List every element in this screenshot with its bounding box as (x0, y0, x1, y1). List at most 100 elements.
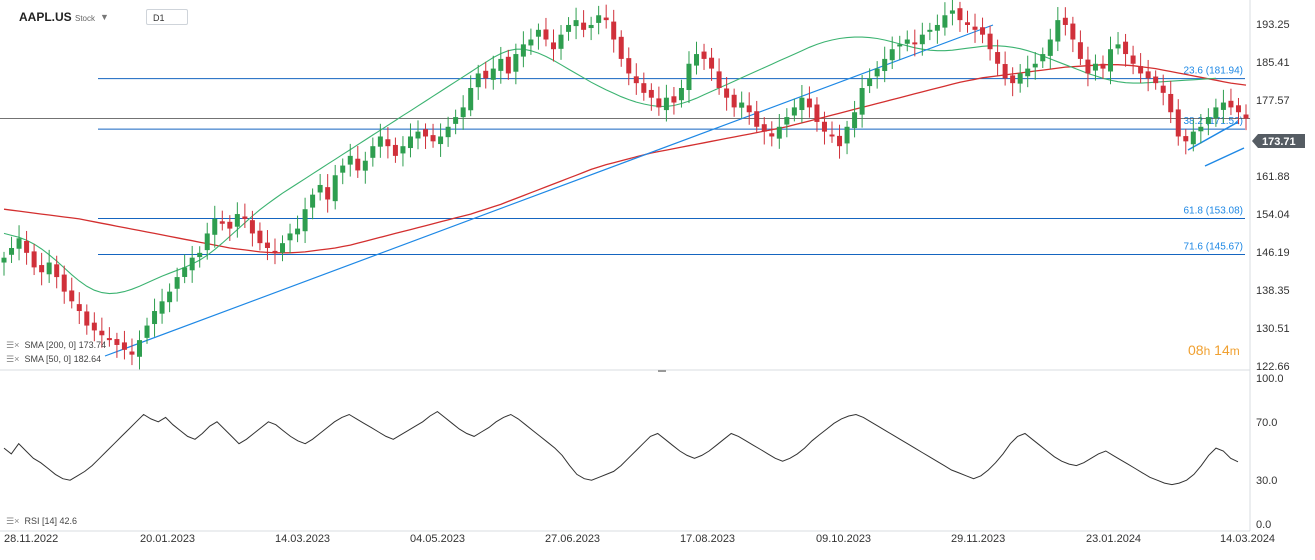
candle-body[interactable] (852, 112, 858, 129)
candle-body[interactable] (114, 339, 120, 345)
candle-body[interactable] (987, 33, 993, 50)
candle-body[interactable] (724, 88, 730, 98)
candle-body[interactable] (889, 49, 895, 61)
candle-body[interactable] (310, 194, 316, 208)
candle-body[interactable] (317, 184, 323, 193)
candle-body[interactable] (197, 252, 203, 258)
candle-body[interactable] (1168, 93, 1174, 113)
candle-body[interactable] (1190, 131, 1196, 145)
candle-body[interactable] (663, 97, 669, 111)
candle-body[interactable] (588, 24, 594, 29)
candle-body[interactable] (249, 220, 255, 234)
candle-body[interactable] (347, 155, 353, 165)
candle-body[interactable] (302, 209, 308, 232)
candle-body[interactable] (129, 351, 135, 355)
candle-body[interactable] (99, 330, 105, 336)
candle-body[interactable] (837, 135, 843, 147)
candle-body[interactable] (24, 240, 30, 253)
candle-body[interactable] (1010, 75, 1016, 84)
candle-body[interactable] (581, 22, 587, 30)
candle-body[interactable] (1040, 54, 1046, 62)
candle-body[interactable] (543, 29, 549, 40)
legend-rsi[interactable]: ☰× RSI [14] 42.6 (6, 516, 77, 527)
candle-body[interactable] (91, 322, 97, 331)
candle-body[interactable] (167, 291, 173, 303)
candle-body[interactable] (761, 124, 767, 132)
candle-body[interactable] (964, 22, 970, 25)
candle-body[interactable] (415, 131, 421, 139)
candle-body[interactable] (1, 257, 7, 263)
candle-body[interactable] (377, 136, 383, 147)
candle-body[interactable] (1153, 76, 1159, 84)
candle-body[interactable] (407, 136, 413, 149)
legend-sma50[interactable]: ☰× SMA [50, 0] 182.64 (6, 354, 101, 365)
candle-body[interactable] (791, 107, 797, 116)
candle-body[interactable] (573, 20, 579, 27)
candle-body[interactable] (76, 304, 82, 312)
candle-body[interactable] (505, 56, 511, 74)
candle-body[interactable] (1160, 85, 1166, 93)
candle-body[interactable] (874, 68, 880, 77)
candle-body[interactable] (490, 68, 496, 80)
candle-body[interactable] (957, 8, 963, 21)
candle-body[interactable] (1025, 68, 1031, 77)
candle-body[interactable] (392, 144, 398, 156)
candle-body[interactable] (949, 10, 955, 14)
candle-body[interactable] (814, 104, 820, 122)
candle-body[interactable] (694, 54, 700, 66)
candle-body[interactable] (754, 111, 760, 127)
candle-body[interactable] (468, 87, 474, 111)
candle-body[interactable] (844, 126, 850, 144)
candle-body[interactable] (152, 311, 158, 325)
candle-body[interactable] (934, 24, 940, 31)
candle-body[interactable] (701, 51, 707, 59)
candle-body[interactable] (513, 54, 519, 72)
candle-body[interactable] (897, 44, 903, 47)
candle-body[interactable] (272, 250, 278, 253)
candle-body[interactable] (483, 70, 489, 79)
symbol-label[interactable]: AAPL.US (19, 10, 72, 24)
candle-body[interactable] (1092, 63, 1098, 71)
candle-body[interactable] (528, 39, 534, 46)
candle-body[interactable] (641, 83, 647, 93)
candle-body[interactable] (264, 242, 270, 248)
candle-body[interactable] (61, 274, 67, 292)
candle-body[interactable] (445, 126, 451, 138)
candle-body[interactable] (340, 165, 346, 173)
candle-body[interactable] (904, 39, 910, 44)
candle-body[interactable] (144, 325, 150, 338)
candle-body[interactable] (204, 233, 210, 251)
candle-body[interactable] (603, 17, 609, 21)
candle-body[interactable] (219, 221, 225, 224)
candle-body[interactable] (1055, 20, 1061, 42)
candle-body[interactable] (189, 257, 195, 271)
candle-body[interactable] (1175, 109, 1181, 137)
candle-body[interactable] (159, 301, 165, 314)
candle-body[interactable] (535, 29, 541, 37)
candle-body[interactable] (611, 21, 617, 40)
candle-body[interactable] (31, 251, 37, 268)
legend-sma200[interactable]: ☰× SMA [200, 0] 173.74 (6, 340, 106, 351)
candle-body[interactable] (566, 24, 572, 32)
candle-body[interactable] (174, 277, 180, 289)
candle-body[interactable] (829, 134, 835, 137)
candle-body[interactable] (84, 311, 90, 326)
candle-body[interactable] (520, 44, 526, 57)
candle-body[interactable] (626, 58, 632, 74)
candle-body[interactable] (1108, 49, 1114, 72)
candle-body[interactable] (1017, 73, 1023, 84)
candle-body[interactable] (9, 247, 15, 255)
candle-body[interactable] (618, 36, 624, 59)
candle-body[interactable] (295, 228, 301, 235)
candle-body[interactable] (46, 262, 52, 275)
candle-body[interactable] (1243, 114, 1249, 119)
candle-body[interactable] (355, 158, 361, 171)
candle-body[interactable] (912, 42, 918, 45)
candle-body[interactable] (362, 160, 368, 171)
candle-body[interactable] (671, 96, 677, 103)
candle-body[interactable] (453, 117, 459, 124)
candle-body[interactable] (212, 218, 218, 235)
candle-body[interactable] (1220, 102, 1226, 110)
candle-body[interactable] (1070, 23, 1076, 40)
